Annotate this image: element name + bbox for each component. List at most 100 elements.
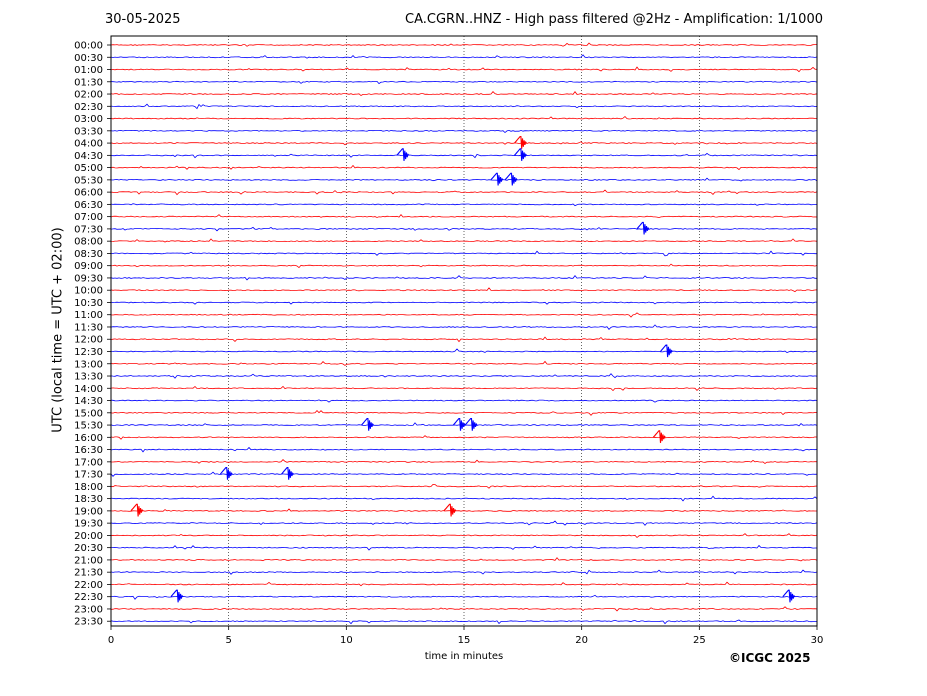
trace-line	[110, 336, 818, 343]
trace-line	[110, 544, 817, 551]
trace-line	[110, 446, 818, 453]
trace-line	[110, 312, 818, 318]
trace-line	[110, 373, 818, 379]
y-tick-label: 11:00	[74, 310, 103, 321]
y-tick-label: 13:30	[74, 372, 103, 383]
trace-line	[110, 226, 818, 232]
y-tick-label: 17:30	[74, 470, 103, 481]
y-tick-label: 17:00	[74, 457, 103, 468]
event-burst	[636, 221, 650, 235]
trace-line	[110, 606, 818, 612]
trace-line	[110, 274, 817, 281]
x-axis-label: time in minutes	[424, 651, 504, 662]
trace-line	[110, 115, 818, 120]
trace-line	[110, 287, 818, 293]
y-tick-label: 01:00	[74, 65, 103, 76]
y-tick-label: 18:30	[74, 494, 103, 505]
y-tick-label: 16:00	[74, 433, 103, 444]
y-tick-label: 00:00	[74, 41, 103, 52]
trace-line	[110, 569, 818, 575]
trace-line	[110, 399, 818, 403]
y-tick-label: 09:30	[74, 273, 103, 284]
y-tick-label: 03:00	[74, 114, 103, 125]
y-tick-label: 02:30	[74, 102, 103, 113]
trace-line	[110, 80, 818, 85]
event-burst	[361, 417, 374, 431]
y-tick-label: 20:00	[74, 531, 103, 542]
y-tick-label: 05:30	[74, 175, 103, 186]
trace-line	[110, 141, 818, 146]
event-burst	[490, 172, 504, 186]
y-tick-label: 08:30	[74, 249, 103, 260]
trace-line	[110, 360, 818, 366]
event-burst	[219, 467, 233, 480]
trace-line	[110, 348, 818, 354]
trace-line	[110, 533, 818, 539]
y-tick-label: 19:30	[74, 519, 103, 530]
y-tick-label: 06:30	[74, 200, 103, 211]
y-tick-label: 00:30	[74, 53, 103, 64]
y-tick-label: 03:30	[74, 126, 103, 137]
trace-line	[110, 483, 818, 489]
x-tick-label: 5	[225, 635, 231, 646]
y-tick-label: 12:30	[74, 347, 103, 358]
y-tick-label: 23:00	[74, 604, 103, 615]
event-burst	[452, 417, 466, 431]
y-tick-label: 22:00	[74, 580, 103, 591]
y-tick-label: 14:00	[74, 384, 103, 395]
x-tick-label: 30	[811, 635, 824, 646]
chart-title: CA.CGRN..HNZ - High pass filtered @2Hz -…	[405, 12, 823, 27]
trace-line	[110, 385, 818, 392]
event-burst	[170, 589, 184, 603]
x-tick-label: 10	[340, 635, 353, 646]
event-burst	[652, 430, 666, 443]
y-tick-label: 16:30	[74, 445, 103, 456]
y-tick-label: 08:00	[74, 237, 103, 248]
trace-line	[110, 129, 818, 134]
trace-line	[110, 263, 818, 269]
trace-line	[110, 203, 818, 207]
y-tick-label: 20:30	[74, 543, 103, 554]
y-tick-label: 18:00	[74, 482, 103, 493]
y-tick-label: 12:00	[74, 335, 103, 346]
trace-line	[110, 581, 818, 587]
y-tick-label: 01:30	[74, 77, 103, 88]
event-layer	[130, 135, 796, 603]
trace-line	[110, 164, 818, 171]
x-tick-label: 15	[458, 635, 471, 646]
y-tick-label: 14:30	[74, 396, 103, 407]
trace-line	[110, 520, 818, 526]
y-tick-label: 07:30	[74, 224, 103, 235]
trace-line	[110, 152, 818, 159]
trace-line	[110, 619, 817, 625]
trace-line	[110, 91, 818, 96]
trace-line	[110, 471, 818, 478]
event-burst	[514, 135, 527, 149]
event-burst	[659, 344, 673, 358]
y-tick-label: 10:00	[74, 286, 103, 297]
y-tick-label: 04:00	[74, 139, 103, 150]
trace-layer	[110, 42, 818, 625]
trace-line	[110, 495, 818, 502]
y-tick-label: 07:00	[74, 212, 103, 223]
trace-line	[110, 324, 818, 331]
trace-line	[110, 250, 817, 257]
event-burst	[396, 148, 410, 161]
trace-line	[110, 301, 817, 305]
y-tick-label: 09:00	[74, 261, 103, 272]
x-tick-label: 0	[108, 635, 114, 646]
grid-layer	[228, 36, 700, 626]
copyright-label: ©ICGC 2025	[729, 651, 811, 665]
y-tick-label: 21:00	[74, 555, 103, 566]
trace-line	[110, 54, 818, 59]
trace-line	[110, 594, 818, 600]
trace-line	[110, 557, 818, 562]
trace-line	[110, 213, 818, 219]
event-burst	[464, 417, 478, 431]
date-label: 30-05-2025	[105, 12, 181, 27]
trace-line	[110, 435, 818, 440]
y-tick-label: 11:30	[74, 322, 103, 333]
trace-line	[110, 410, 818, 416]
